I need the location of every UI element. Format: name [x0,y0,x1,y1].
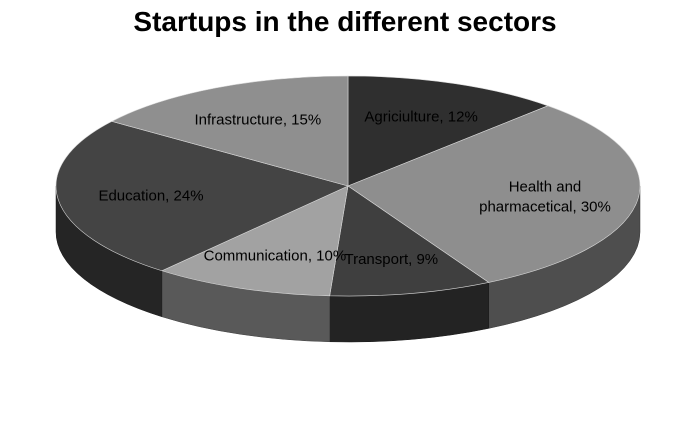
data-label-agriculture: Agriciulture, 12% [364,108,477,125]
pie-slice-transport [329,185,490,297]
pie-slice-communication [161,185,349,297]
pie-labels: Agriciulture, 12% Health and pharmacetical… [98,108,610,268]
data-label-infrastructure: Infrastructure, 15% [194,111,321,128]
pie-top [55,75,641,297]
chart-title: Startups in the different sectors [133,6,557,37]
data-label-transport: Transport, 9% [344,251,438,268]
data-label-health-and-pharmacetical: Health and pharmacetical, 30% [479,178,611,215]
pie-slice-health-and-pharmacetical [347,105,641,283]
pie-side-walls [55,185,641,343]
data-label-education: Education, 24% [98,187,203,204]
pie-slice-infrastructure [110,75,349,187]
pie-slice-agriculture [347,75,549,187]
data-label-communication: Communication, 10% [204,248,347,265]
pie-slice-education [55,121,349,272]
